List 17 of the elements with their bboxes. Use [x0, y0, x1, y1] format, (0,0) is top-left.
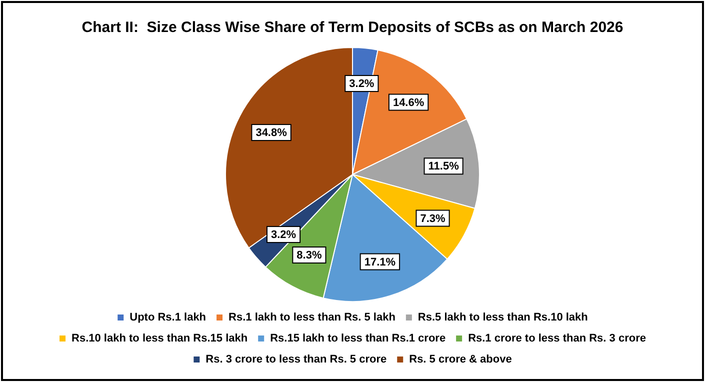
legend-label: Rs.1 crore to less than Rs. 3 crore — [468, 332, 646, 345]
legend-label: Upto Rs.1 lakh — [130, 312, 206, 324]
legend-label: Rs. 5 crore & above — [409, 354, 512, 366]
data-label: 11.5% — [428, 160, 460, 173]
legend-label: Rs.10 lakh to less than Rs.15 lakh — [72, 332, 248, 345]
data-label: 8.3% — [296, 250, 322, 262]
chart-title: Chart II: Size Class Wise Share of Term Deposits of SCBs as on March 2026 — [82, 19, 624, 36]
data-label: 3.2% — [349, 78, 374, 90]
data-label: 3.2% — [270, 229, 296, 242]
data-label: 7.3% — [420, 212, 446, 225]
legend-label: Rs. 3 crore to less than Rs. 5 crore — [206, 354, 387, 366]
data-label: 34.8% — [256, 127, 288, 140]
legend-label: Rs.1 lakh to less than Rs. 5 lakh — [228, 312, 396, 324]
data-label: 17.1% — [364, 256, 396, 268]
data-label: 14.6% — [392, 96, 424, 109]
legend-label: Rs.5 lakh to less than Rs.10 lakh — [418, 312, 588, 324]
legend-label: Rs.15 lakh to less than Rs.1 crore — [270, 332, 446, 345]
